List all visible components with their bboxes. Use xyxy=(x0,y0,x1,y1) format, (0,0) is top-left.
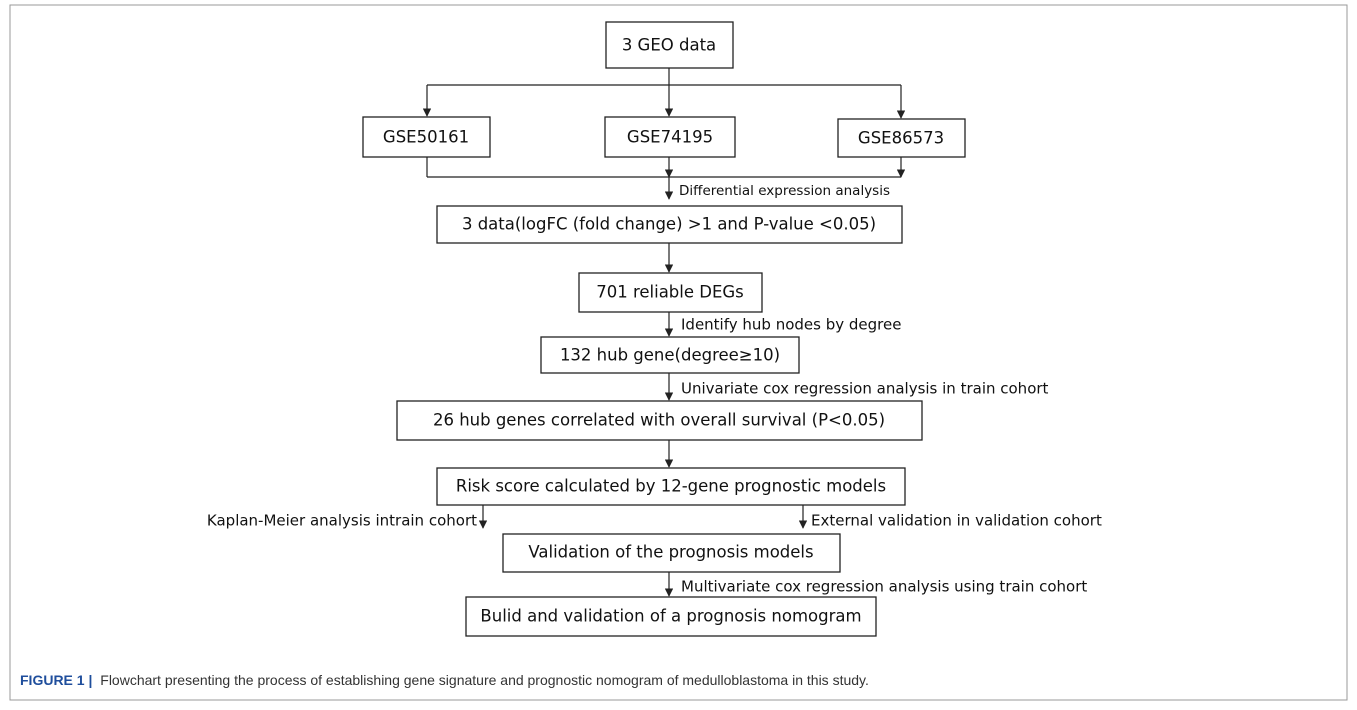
node-label: 132 hub gene(degree≥10) xyxy=(560,346,780,365)
node-label: 3 GEO data xyxy=(622,36,716,55)
node-box xyxy=(465,596,877,637)
edge-label: Differential expression analysis xyxy=(679,183,890,199)
caption-label: FIGURE 1 | xyxy=(20,672,92,688)
node-label: 26 hub genes correlated with overall sur… xyxy=(433,411,885,430)
node-label: GSE74195 xyxy=(627,128,713,147)
node-label: Risk score calculated by 12-gene prognos… xyxy=(456,477,886,496)
edge-label: Identify hub nodes by degree xyxy=(681,316,901,334)
edge-label: External validation in validation cohort xyxy=(811,512,1102,530)
node-label: Bulid and validation of a prognosis nomo… xyxy=(480,607,861,626)
frame xyxy=(9,4,1348,701)
node-box xyxy=(436,467,906,506)
node-box xyxy=(578,272,763,313)
node-box xyxy=(605,21,734,69)
edge-label: Multivariate cox regression analysis usi… xyxy=(681,578,1087,596)
node-label: GSE50161 xyxy=(383,128,469,147)
node-box xyxy=(362,116,491,158)
node-label: GSE86573 xyxy=(858,129,944,148)
node-box xyxy=(837,118,966,158)
node-box xyxy=(396,400,923,441)
caption: FIGURE 1 | Flowchart presenting the proc… xyxy=(20,672,869,688)
node-label: 3 data(logFC (fold change) >1 and P-valu… xyxy=(462,215,876,234)
node-box xyxy=(604,116,736,158)
connectors xyxy=(422,68,906,597)
node-label: 701 reliable DEGs xyxy=(596,283,744,302)
node-box xyxy=(540,336,800,374)
node-label: Validation of the prognosis models xyxy=(528,543,813,562)
node-box xyxy=(436,205,903,244)
edge-label: Univariate cox regression analysis in tr… xyxy=(681,380,1049,398)
node-box xyxy=(502,533,841,573)
caption-text: Flowchart presenting the process of esta… xyxy=(100,672,869,688)
edge-label: Kaplan-Meier analysis intrain cohort xyxy=(207,512,477,530)
